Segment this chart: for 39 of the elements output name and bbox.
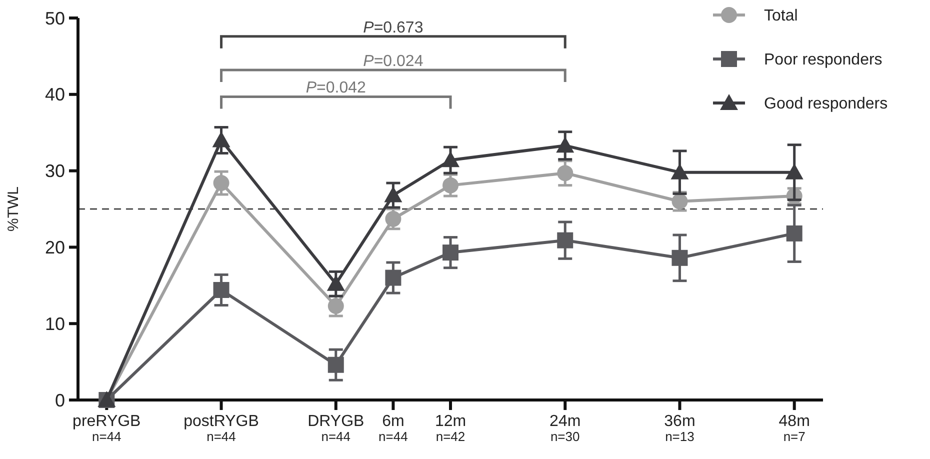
point [442, 177, 458, 194]
y-tick-label: 20 [44, 238, 65, 258]
y-tick-label: 10 [44, 314, 65, 334]
point [557, 165, 574, 182]
point [212, 131, 230, 148]
point [786, 225, 802, 242]
annotation: P=0.042 [306, 80, 366, 97]
point [213, 282, 230, 298]
x-tick-label: 12m n=42 [434, 413, 466, 444]
x-tick-label: 24m n=30 [550, 413, 581, 444]
point [326, 274, 345, 291]
x-tick-label: 6m n=44 [378, 413, 408, 444]
annotation: P=0.024 [363, 52, 424, 70]
annotation: P=0.673 [363, 19, 424, 36]
point [385, 270, 402, 286]
y-axis-title: %TWL [5, 186, 22, 232]
point [328, 298, 344, 314]
point [384, 186, 402, 202]
legend-label: Total [764, 8, 798, 25]
x-tick-label: 36m n=13 [664, 413, 696, 444]
point [785, 163, 804, 180]
point [556, 136, 574, 153]
point [557, 232, 574, 248]
point [328, 356, 344, 373]
y-tick-label: 40 [44, 84, 65, 105]
y-tick-label: 30 [44, 161, 65, 182]
point [385, 210, 402, 227]
x-tick-label: preRYGB n=44 [72, 413, 141, 444]
x-tick-label: postRYGB n=44 [184, 413, 259, 444]
point [672, 250, 688, 266]
point [213, 175, 230, 192]
point [442, 151, 460, 168]
y-tick-label: 0 [54, 390, 65, 410]
legend-label: Good responders [764, 96, 888, 113]
legend-label: Poor responders [764, 52, 882, 69]
y-tick-label: 50 [44, 8, 65, 28]
x-tick-label: 48m n=7 [778, 413, 810, 444]
point [442, 244, 458, 261]
x-tick-label: DRYGB n=44 [308, 413, 364, 444]
